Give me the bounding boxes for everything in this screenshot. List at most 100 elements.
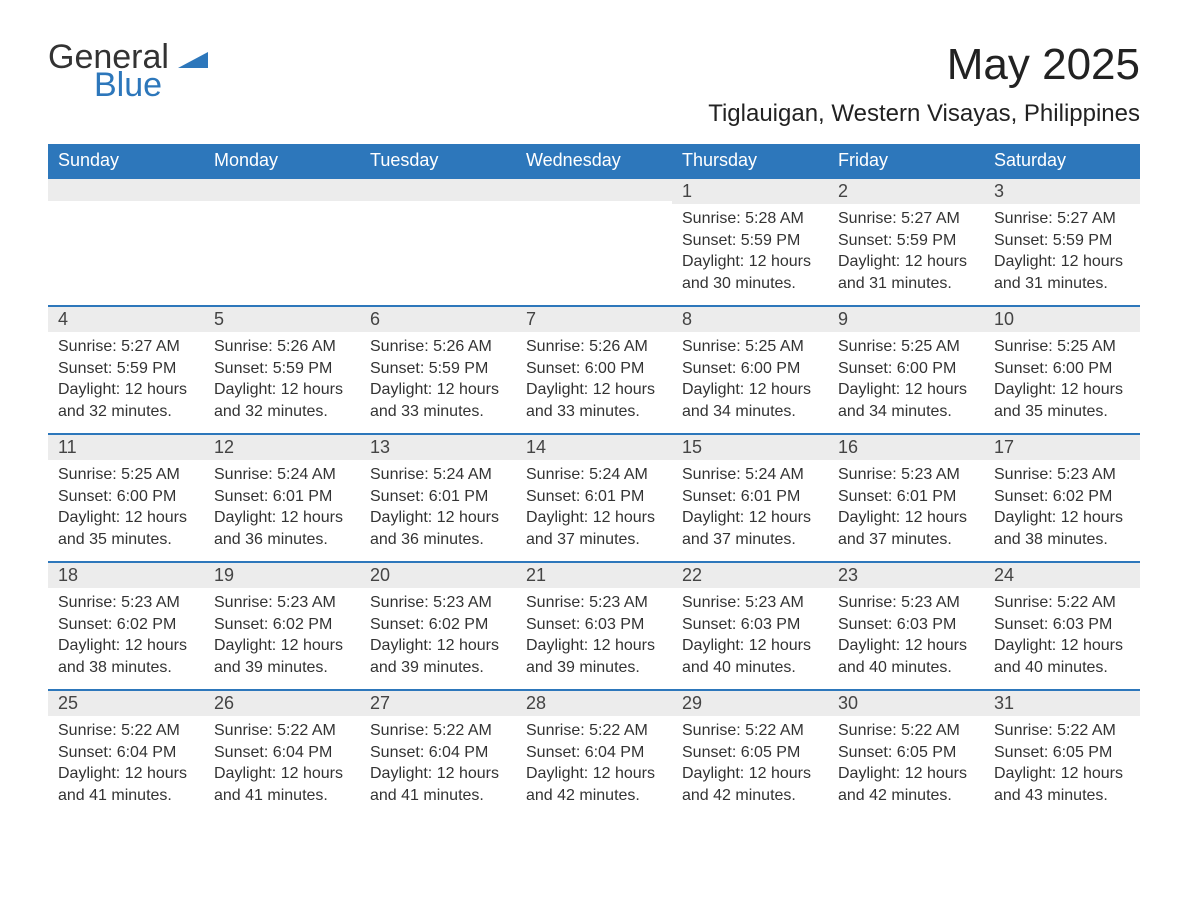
day-number: 15 bbox=[672, 433, 828, 460]
day-body: Sunrise: 5:22 AMSunset: 6:04 PMDaylight:… bbox=[360, 716, 516, 814]
calendar-week: 4Sunrise: 5:27 AMSunset: 5:59 PMDaylight… bbox=[48, 305, 1140, 433]
day-number: 28 bbox=[516, 689, 672, 716]
calendar-cell: 12Sunrise: 5:24 AMSunset: 6:01 PMDayligh… bbox=[204, 433, 360, 561]
sunset-text: Sunset: 6:03 PM bbox=[682, 614, 818, 636]
day-number: 30 bbox=[828, 689, 984, 716]
sunrise-text: Sunrise: 5:23 AM bbox=[370, 592, 506, 614]
calendar-week: 1Sunrise: 5:28 AMSunset: 5:59 PMDaylight… bbox=[48, 177, 1140, 305]
sunrise-text: Sunrise: 5:27 AM bbox=[994, 208, 1130, 230]
day-number bbox=[360, 177, 516, 201]
sunrise-text: Sunrise: 5:23 AM bbox=[994, 464, 1130, 486]
calendar-cell: 1Sunrise: 5:28 AMSunset: 5:59 PMDaylight… bbox=[672, 177, 828, 305]
sunrise-text: Sunrise: 5:22 AM bbox=[994, 720, 1130, 742]
sunset-text: Sunset: 6:04 PM bbox=[58, 742, 194, 764]
sunrise-text: Sunrise: 5:23 AM bbox=[526, 592, 662, 614]
calendar-body: 1Sunrise: 5:28 AMSunset: 5:59 PMDaylight… bbox=[48, 177, 1140, 817]
day-number: 21 bbox=[516, 561, 672, 588]
sunset-text: Sunset: 6:05 PM bbox=[682, 742, 818, 764]
sunset-text: Sunset: 6:02 PM bbox=[994, 486, 1130, 508]
day-number: 20 bbox=[360, 561, 516, 588]
day-body: Sunrise: 5:24 AMSunset: 6:01 PMDaylight:… bbox=[672, 460, 828, 558]
sunrise-text: Sunrise: 5:25 AM bbox=[58, 464, 194, 486]
daylight-text: Daylight: 12 hours and 42 minutes. bbox=[838, 763, 974, 806]
day-body: Sunrise: 5:23 AMSunset: 6:03 PMDaylight:… bbox=[828, 588, 984, 686]
day-header: Wednesday bbox=[516, 144, 672, 177]
day-body: Sunrise: 5:25 AMSunset: 6:00 PMDaylight:… bbox=[48, 460, 204, 558]
day-number: 25 bbox=[48, 689, 204, 716]
day-body: Sunrise: 5:23 AMSunset: 6:02 PMDaylight:… bbox=[204, 588, 360, 686]
day-number: 5 bbox=[204, 305, 360, 332]
calendar-cell: 10Sunrise: 5:25 AMSunset: 6:00 PMDayligh… bbox=[984, 305, 1140, 433]
sunset-text: Sunset: 5:59 PM bbox=[370, 358, 506, 380]
day-body: Sunrise: 5:27 AMSunset: 5:59 PMDaylight:… bbox=[828, 204, 984, 302]
sunrise-text: Sunrise: 5:22 AM bbox=[838, 720, 974, 742]
day-body: Sunrise: 5:25 AMSunset: 6:00 PMDaylight:… bbox=[828, 332, 984, 430]
sunrise-text: Sunrise: 5:24 AM bbox=[214, 464, 350, 486]
day-body: Sunrise: 5:22 AMSunset: 6:05 PMDaylight:… bbox=[828, 716, 984, 814]
sunrise-text: Sunrise: 5:23 AM bbox=[214, 592, 350, 614]
sunrise-text: Sunrise: 5:27 AM bbox=[838, 208, 974, 230]
calendar-week: 11Sunrise: 5:25 AMSunset: 6:00 PMDayligh… bbox=[48, 433, 1140, 561]
sunset-text: Sunset: 5:59 PM bbox=[994, 230, 1130, 252]
day-body: Sunrise: 5:26 AMSunset: 6:00 PMDaylight:… bbox=[516, 332, 672, 430]
sunset-text: Sunset: 6:04 PM bbox=[370, 742, 506, 764]
day-number: 24 bbox=[984, 561, 1140, 588]
calendar-cell: 13Sunrise: 5:24 AMSunset: 6:01 PMDayligh… bbox=[360, 433, 516, 561]
day-body: Sunrise: 5:23 AMSunset: 6:02 PMDaylight:… bbox=[48, 588, 204, 686]
sunset-text: Sunset: 5:59 PM bbox=[214, 358, 350, 380]
daylight-text: Daylight: 12 hours and 34 minutes. bbox=[838, 379, 974, 422]
day-body bbox=[204, 201, 360, 213]
day-body: Sunrise: 5:22 AMSunset: 6:04 PMDaylight:… bbox=[48, 716, 204, 814]
daylight-text: Daylight: 12 hours and 33 minutes. bbox=[526, 379, 662, 422]
daylight-text: Daylight: 12 hours and 35 minutes. bbox=[994, 379, 1130, 422]
sunrise-text: Sunrise: 5:26 AM bbox=[370, 336, 506, 358]
sunset-text: Sunset: 6:01 PM bbox=[370, 486, 506, 508]
daylight-text: Daylight: 12 hours and 33 minutes. bbox=[370, 379, 506, 422]
daylight-text: Daylight: 12 hours and 40 minutes. bbox=[682, 635, 818, 678]
day-number: 7 bbox=[516, 305, 672, 332]
sunrise-text: Sunrise: 5:26 AM bbox=[214, 336, 350, 358]
daylight-text: Daylight: 12 hours and 38 minutes. bbox=[994, 507, 1130, 550]
day-body: Sunrise: 5:28 AMSunset: 5:59 PMDaylight:… bbox=[672, 204, 828, 302]
day-number: 9 bbox=[828, 305, 984, 332]
day-body: Sunrise: 5:24 AMSunset: 6:01 PMDaylight:… bbox=[360, 460, 516, 558]
day-number: 18 bbox=[48, 561, 204, 588]
sunrise-text: Sunrise: 5:23 AM bbox=[838, 592, 974, 614]
sunrise-text: Sunrise: 5:22 AM bbox=[370, 720, 506, 742]
sunrise-text: Sunrise: 5:24 AM bbox=[370, 464, 506, 486]
day-number: 16 bbox=[828, 433, 984, 460]
day-number: 14 bbox=[516, 433, 672, 460]
day-body: Sunrise: 5:25 AMSunset: 6:00 PMDaylight:… bbox=[984, 332, 1140, 430]
sunset-text: Sunset: 6:01 PM bbox=[214, 486, 350, 508]
brand-logo: General Blue bbox=[48, 40, 208, 102]
sunset-text: Sunset: 6:02 PM bbox=[370, 614, 506, 636]
day-header: Tuesday bbox=[360, 144, 516, 177]
sunrise-text: Sunrise: 5:28 AM bbox=[682, 208, 818, 230]
day-number: 10 bbox=[984, 305, 1140, 332]
day-number: 19 bbox=[204, 561, 360, 588]
location-subtitle: Tiglauigan, Western Visayas, Philippines bbox=[708, 100, 1140, 128]
calendar-cell: 22Sunrise: 5:23 AMSunset: 6:03 PMDayligh… bbox=[672, 561, 828, 689]
day-number: 22 bbox=[672, 561, 828, 588]
calendar-week: 25Sunrise: 5:22 AMSunset: 6:04 PMDayligh… bbox=[48, 689, 1140, 817]
day-body: Sunrise: 5:26 AMSunset: 5:59 PMDaylight:… bbox=[360, 332, 516, 430]
daylight-text: Daylight: 12 hours and 36 minutes. bbox=[214, 507, 350, 550]
day-header: Saturday bbox=[984, 144, 1140, 177]
sunset-text: Sunset: 6:00 PM bbox=[838, 358, 974, 380]
day-body: Sunrise: 5:27 AMSunset: 5:59 PMDaylight:… bbox=[48, 332, 204, 430]
calendar-cell: 15Sunrise: 5:24 AMSunset: 6:01 PMDayligh… bbox=[672, 433, 828, 561]
day-body: Sunrise: 5:22 AMSunset: 6:03 PMDaylight:… bbox=[984, 588, 1140, 686]
sunset-text: Sunset: 6:05 PM bbox=[838, 742, 974, 764]
day-number: 13 bbox=[360, 433, 516, 460]
calendar-cell: 19Sunrise: 5:23 AMSunset: 6:02 PMDayligh… bbox=[204, 561, 360, 689]
calendar-cell: 16Sunrise: 5:23 AMSunset: 6:01 PMDayligh… bbox=[828, 433, 984, 561]
calendar-cell bbox=[48, 177, 204, 305]
day-body bbox=[360, 201, 516, 213]
day-body: Sunrise: 5:24 AMSunset: 6:01 PMDaylight:… bbox=[204, 460, 360, 558]
day-number: 2 bbox=[828, 177, 984, 204]
sunset-text: Sunset: 6:00 PM bbox=[994, 358, 1130, 380]
calendar-cell: 29Sunrise: 5:22 AMSunset: 6:05 PMDayligh… bbox=[672, 689, 828, 817]
sunset-text: Sunset: 6:01 PM bbox=[682, 486, 818, 508]
sunrise-text: Sunrise: 5:22 AM bbox=[58, 720, 194, 742]
daylight-text: Daylight: 12 hours and 42 minutes. bbox=[682, 763, 818, 806]
